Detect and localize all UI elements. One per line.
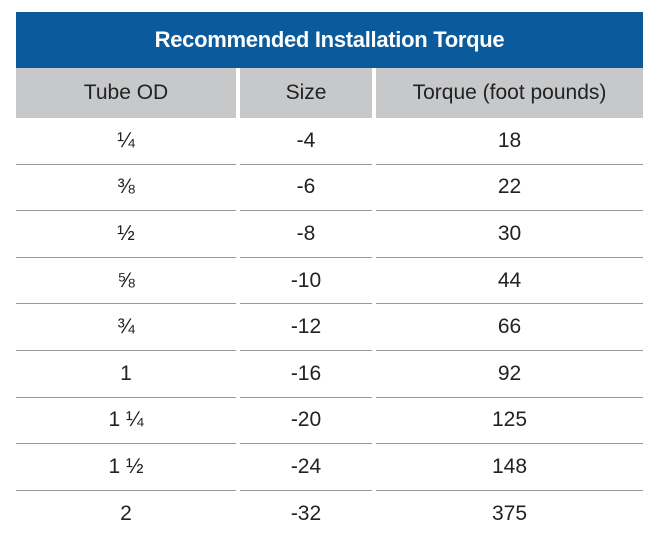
- header-torque: Torque (foot pounds): [376, 68, 643, 118]
- table-row: 2 -32 375: [16, 491, 643, 538]
- table-row: ⅜ -6 22: [16, 165, 643, 212]
- cell-tube-od: ⅜: [16, 165, 236, 212]
- cell-size: -32: [290, 502, 322, 526]
- cell-torque: 375: [491, 502, 528, 526]
- cell-size: -20: [240, 398, 372, 445]
- cell-tube-od: 1: [16, 351, 236, 398]
- cell-size: -6: [240, 165, 372, 212]
- table-row: ⅝ -10 44: [16, 258, 643, 305]
- cell-tube-od: 2: [120, 502, 132, 526]
- cell-tube-od: ¾: [16, 304, 236, 351]
- table-row: ½ -8 30: [16, 211, 643, 258]
- table-row: ¼ -4 18: [16, 118, 643, 165]
- cell-torque: 22: [376, 165, 643, 212]
- cell-tube-od: 1 ¼: [16, 398, 236, 445]
- cell-torque: 148: [376, 444, 643, 491]
- table-row: 1 -16 92: [16, 351, 643, 398]
- cell-torque: 66: [376, 304, 643, 351]
- cell-size: -24: [240, 444, 372, 491]
- cell-size: -12: [240, 304, 372, 351]
- cell-size: -10: [240, 258, 372, 305]
- cell-tube-od: ½: [16, 211, 236, 258]
- table-header-row: Tube OD Size Torque (foot pounds): [16, 68, 643, 118]
- cell-tube-od: ⅝: [16, 258, 236, 305]
- cell-size: -16: [240, 351, 372, 398]
- cell-torque: 125: [376, 398, 643, 445]
- cell-tube-od: ¼: [16, 118, 236, 165]
- cell-torque: 92: [376, 351, 643, 398]
- table-row: ¾ -12 66: [16, 304, 643, 351]
- torque-table: Recommended Installation Torque Tube OD …: [16, 12, 643, 537]
- cell-size: -8: [240, 211, 372, 258]
- table-row: 1 ¼ -20 125: [16, 398, 643, 445]
- cell-torque: 44: [376, 258, 643, 305]
- table-row: 1 ½ -24 148: [16, 444, 643, 491]
- cell-tube-od: 1 ½: [16, 444, 236, 491]
- cell-torque: 18: [376, 118, 643, 165]
- cell-size: -4: [240, 118, 372, 165]
- cell-torque: 30: [376, 211, 643, 258]
- header-size: Size: [240, 68, 372, 118]
- header-tube-od: Tube OD: [16, 68, 236, 118]
- table-title: Recommended Installation Torque: [16, 12, 643, 68]
